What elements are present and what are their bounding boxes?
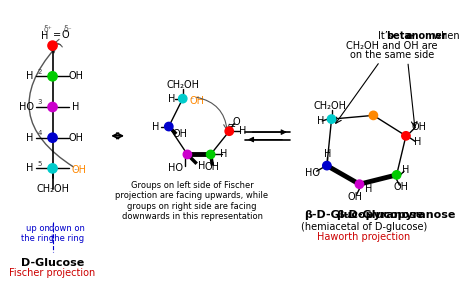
- Circle shape: [355, 180, 364, 188]
- Text: CH₂OH: CH₂OH: [36, 184, 69, 194]
- Text: OH: OH: [68, 133, 83, 143]
- Text: δ⁻: δ⁻: [64, 25, 73, 34]
- Text: 1: 1: [50, 43, 55, 49]
- Text: ..: ..: [73, 163, 78, 172]
- Text: 5: 5: [50, 166, 55, 171]
- Text: Fischer projection: Fischer projection: [9, 268, 96, 278]
- Text: HO: HO: [168, 163, 183, 173]
- Text: H: H: [365, 184, 373, 194]
- Text: O: O: [233, 117, 240, 127]
- Text: H: H: [402, 165, 410, 175]
- Text: O: O: [370, 110, 377, 119]
- Text: HO: HO: [305, 168, 320, 178]
- Circle shape: [402, 132, 410, 140]
- Text: D-Glucose: D-Glucose: [21, 258, 84, 268]
- Text: H: H: [41, 31, 49, 41]
- Text: O: O: [62, 30, 69, 40]
- Text: OH: OH: [347, 192, 362, 202]
- Text: OH: OH: [68, 71, 83, 81]
- Text: 4: 4: [50, 135, 55, 141]
- Circle shape: [183, 150, 191, 159]
- Text: H: H: [324, 149, 331, 159]
- Circle shape: [48, 102, 57, 112]
- Text: It’s: It’s: [378, 31, 396, 41]
- Text: H: H: [72, 102, 80, 112]
- Circle shape: [48, 72, 57, 81]
- Text: CH₂OH: CH₂OH: [166, 80, 199, 90]
- Text: =: =: [228, 121, 236, 131]
- Circle shape: [392, 171, 401, 179]
- Text: H: H: [220, 149, 228, 159]
- Text: when: when: [430, 31, 460, 41]
- Text: OH: OH: [189, 96, 204, 106]
- Text: OH: OH: [173, 129, 187, 139]
- Text: OH: OH: [205, 163, 220, 173]
- Text: 3: 3: [37, 99, 42, 105]
- Text: CH₂OH: CH₂OH: [313, 101, 346, 111]
- Text: H: H: [26, 163, 33, 173]
- Text: H: H: [198, 161, 205, 171]
- Text: Groups on left side of Fischer
projection are facing upwards, while
groups on ri: Groups on left side of Fischer projectio…: [116, 181, 269, 221]
- Text: H: H: [317, 116, 324, 126]
- Text: 2: 2: [50, 73, 55, 79]
- Text: 5: 5: [37, 161, 42, 167]
- Text: H: H: [168, 94, 175, 104]
- Text: 3: 3: [50, 104, 55, 110]
- Circle shape: [369, 111, 378, 120]
- Circle shape: [164, 122, 173, 131]
- Text: H: H: [239, 126, 247, 136]
- Text: (hemiacetal of D-glucose): (hemiacetal of D-glucose): [301, 222, 427, 232]
- Text: anomer: anomer: [406, 31, 447, 41]
- Circle shape: [323, 161, 331, 170]
- Text: δ⁺: δ⁺: [44, 25, 52, 34]
- Text: OH: OH: [394, 182, 409, 192]
- Text: OH: OH: [71, 165, 86, 175]
- Text: Haworth projection: Haworth projection: [318, 232, 410, 242]
- Circle shape: [225, 127, 233, 135]
- FancyArrowPatch shape: [29, 48, 73, 167]
- Circle shape: [328, 115, 336, 123]
- Text: up on
the ring: up on the ring: [21, 224, 54, 243]
- Text: H: H: [152, 121, 159, 131]
- Text: H: H: [26, 133, 33, 143]
- Circle shape: [207, 150, 215, 159]
- Text: HO: HO: [19, 102, 34, 112]
- Text: β-D-Glucopyranose: β-D-Glucopyranose: [304, 210, 424, 220]
- Text: H: H: [414, 137, 422, 147]
- Text: CH₂OH and OH are: CH₂OH and OH are: [346, 41, 438, 51]
- Text: β-D-Glucopyranose: β-D-Glucopyranose: [336, 210, 456, 220]
- Circle shape: [48, 133, 57, 142]
- Text: =: =: [53, 30, 61, 40]
- Circle shape: [179, 94, 187, 103]
- Text: down on
the ring: down on the ring: [49, 224, 85, 243]
- Text: on the same side: on the same side: [350, 50, 434, 60]
- Text: 2: 2: [37, 69, 42, 75]
- Text: H: H: [26, 71, 33, 81]
- Text: OH: OH: [411, 121, 427, 131]
- Text: 4: 4: [37, 130, 42, 136]
- Circle shape: [48, 41, 57, 50]
- Text: beta-: beta-: [386, 31, 415, 41]
- Circle shape: [48, 164, 57, 173]
- Text: ..: ..: [190, 92, 195, 101]
